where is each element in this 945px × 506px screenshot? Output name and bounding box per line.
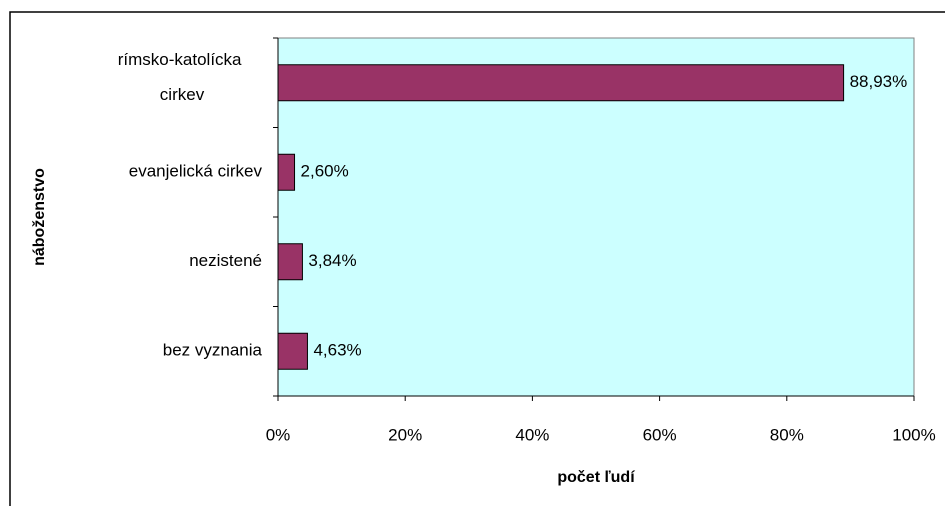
y-tick-label: nezistené [189,251,262,270]
bar [277,153,296,191]
data-label: 88,93% [850,72,908,91]
bar [277,243,303,281]
x-tick-label: 100% [892,425,935,444]
data-label: 3,84% [308,251,356,270]
y-tick-label: rímsko-katolícka cirkev [118,50,246,104]
x-tick-label: 20% [388,425,422,444]
x-tick-label: 40% [515,425,549,444]
x-tick-label: 80% [770,425,804,444]
y-axis-title: náboženstvo [31,168,48,266]
bar [277,64,845,102]
y-tick-label: bez vyznania [163,341,263,360]
y-tick-label: evanjelická cirkev [129,162,263,181]
bar [277,332,308,370]
data-label: 4,63% [313,341,361,360]
x-tick-label: 0% [266,425,291,444]
x-axis-title: počet ľudí [557,469,635,486]
x-tick-label: 60% [643,425,677,444]
data-label: 2,60% [301,162,349,181]
